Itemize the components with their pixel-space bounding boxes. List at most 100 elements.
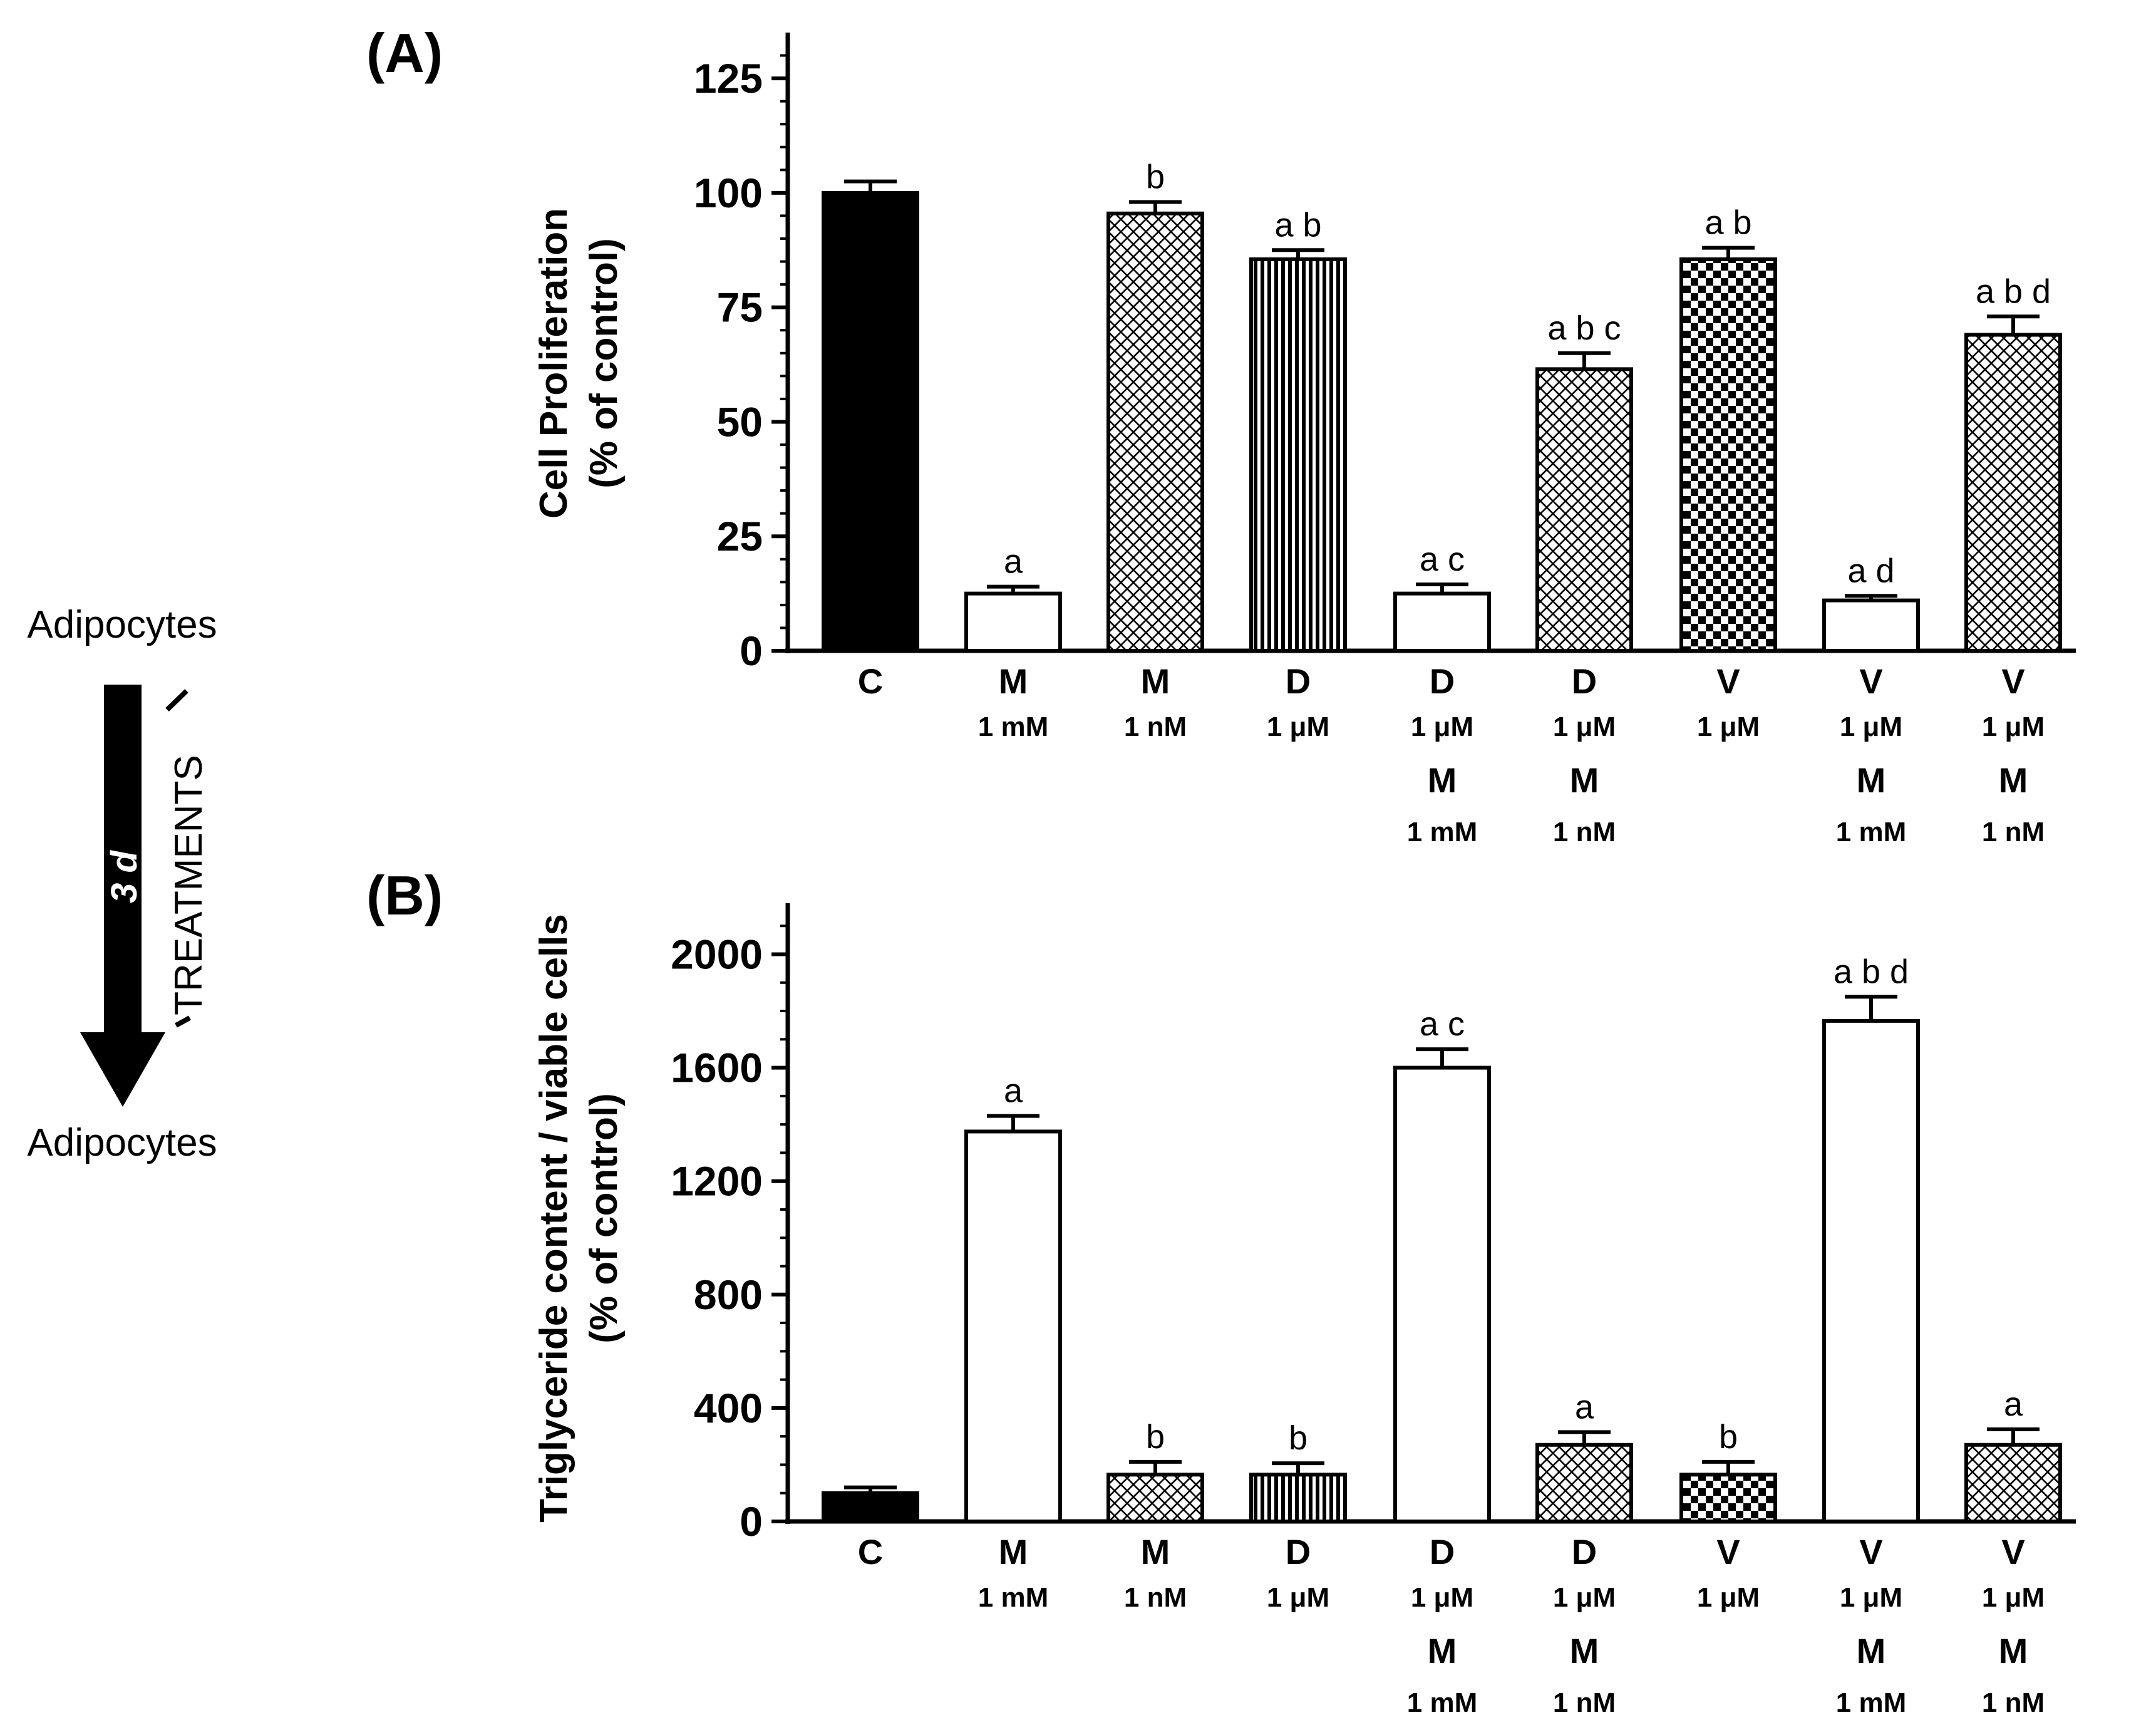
category-label: V [2001, 661, 2024, 701]
category-label: 1 mM [1836, 1687, 1906, 1718]
significance-label: a c [1420, 541, 1465, 578]
scheme-top-label: Adipocytes [27, 603, 217, 646]
category-label: 1 μM [1840, 712, 1902, 742]
scheme-bottom-label: Adipocytes [27, 1121, 217, 1164]
bar [1964, 333, 2062, 653]
category-label: V [1716, 661, 1740, 701]
panel-b-tick-label: 800 [694, 1272, 763, 1318]
bracket-top [165, 689, 188, 712]
panel-b-tick-label: 0 [740, 1498, 763, 1545]
category-label: M [1141, 661, 1170, 701]
category-label: 1 μM [1411, 1582, 1473, 1613]
significance-label: a b d [1834, 953, 1909, 990]
bar [1822, 598, 1920, 653]
category-label: M [1999, 1631, 2028, 1671]
category-label: M [999, 1532, 1028, 1572]
category-label: D [1286, 1532, 1311, 1572]
category-label: 1 nM [1124, 1582, 1187, 1613]
category-label: M [1141, 1532, 1170, 1572]
category-label: M [1857, 760, 1886, 800]
category-label: V [1716, 1532, 1740, 1572]
bar [1822, 1018, 1920, 1523]
category-label: 1 mM [1407, 817, 1477, 847]
category-label: 1 mM [978, 712, 1048, 742]
bar [1106, 211, 1204, 653]
bar [822, 1491, 919, 1524]
category-label: 1 μM [1553, 1582, 1616, 1613]
panel-a-tick-label: 125 [694, 55, 763, 101]
bar [964, 591, 1062, 653]
significance-label: b [1146, 158, 1165, 196]
significance-label: a c [1420, 1005, 1465, 1043]
bar [964, 1129, 1062, 1523]
category-label: 1 μM [1697, 1582, 1760, 1613]
category-label: 1 nM [1982, 817, 2045, 847]
category-label: 1 mM [978, 1582, 1048, 1613]
bracket-bottom [175, 1015, 191, 1028]
panel-b-tick-label: 1200 [671, 1158, 763, 1204]
significance-label: a b [1274, 206, 1321, 244]
treatment-label: TREATMENTS [167, 755, 210, 1015]
significance-label: a b d [1976, 272, 2051, 310]
significance-label: a b c [1547, 309, 1621, 347]
category-label: V [1859, 661, 1882, 701]
chart-panel-a: (A) Cell Proliferation (% of control) 0 2… [366, 22, 2076, 847]
bar [1679, 1473, 1777, 1524]
panel-b-ylabel-line1: Triglyceride content / viable cells [532, 914, 575, 1523]
category-label: 1 μM [1982, 1582, 2045, 1613]
panel-a-tick-label: 100 [694, 170, 763, 216]
category-label: M [1570, 1631, 1599, 1671]
category-label: M [1570, 760, 1599, 800]
panel-a-tick-label: 0 [740, 628, 763, 674]
category-label: D [1286, 661, 1311, 701]
significance-label: a [2004, 1386, 2023, 1423]
bar [1535, 1443, 1633, 1523]
panel-b-label: (B) [366, 864, 443, 926]
significance-label: a b [1705, 204, 1751, 242]
panel-a-ylabel-line1: Cell Proliferation [532, 208, 575, 519]
category-label: D [1572, 661, 1597, 701]
category-label: 1 μM [1267, 1582, 1329, 1613]
chart-panel-b: (B) Triglyceride content / viable cells … [366, 864, 2076, 1718]
category-label: 1 μM [1697, 712, 1760, 742]
significance-label: a d [1847, 552, 1894, 589]
category-label: 1 μM [1553, 712, 1616, 742]
category-label: M [1428, 760, 1457, 800]
panel-a-tick-label: 75 [717, 284, 763, 331]
category-label: M [1999, 760, 2028, 800]
panel-b-tick-label: 400 [694, 1385, 763, 1431]
category-label: M [1428, 1631, 1457, 1671]
category-label: 1 μM [1411, 712, 1473, 742]
bar [1679, 257, 1777, 653]
category-label: 1 μM [1840, 1582, 1902, 1613]
category-label: 1 mM [1836, 817, 1906, 847]
arrow-shaft [104, 685, 142, 1032]
significance-label: b [1146, 1418, 1165, 1456]
panel-a-tick-label: 25 [717, 513, 763, 559]
category-label: 1 nM [1553, 1687, 1616, 1718]
category-label: D [1430, 1532, 1455, 1572]
significance-label: a [1575, 1388, 1594, 1426]
significance-label: a [1004, 1072, 1023, 1110]
panel-a-ylabel-line2: (% of control) [582, 238, 626, 489]
bar [1393, 1065, 1491, 1523]
significance-label: b [1719, 1418, 1738, 1456]
arrow-head-icon [80, 1032, 165, 1107]
category-label: C [858, 661, 883, 701]
panel-b-tick-label: 2000 [671, 931, 763, 977]
category-label: D [1430, 661, 1455, 701]
category-label: C [858, 1532, 883, 1572]
treatment-scheme: Adipocytes 3 d TREATMENTS Adipocytes [27, 603, 217, 1164]
bar [1249, 257, 1347, 653]
bar [822, 190, 919, 653]
category-label: M [1857, 1631, 1886, 1671]
duration-label: 3 d [104, 850, 145, 903]
category-label: 1 nM [1124, 712, 1187, 742]
significance-label: a [1004, 543, 1023, 581]
category-label: 1 μM [1982, 712, 2045, 742]
panel-a-tick-label: 50 [717, 398, 763, 445]
panel-b-tick-label: 1600 [671, 1045, 763, 1091]
bar [1535, 367, 1633, 653]
category-label: 1 μM [1267, 712, 1329, 742]
